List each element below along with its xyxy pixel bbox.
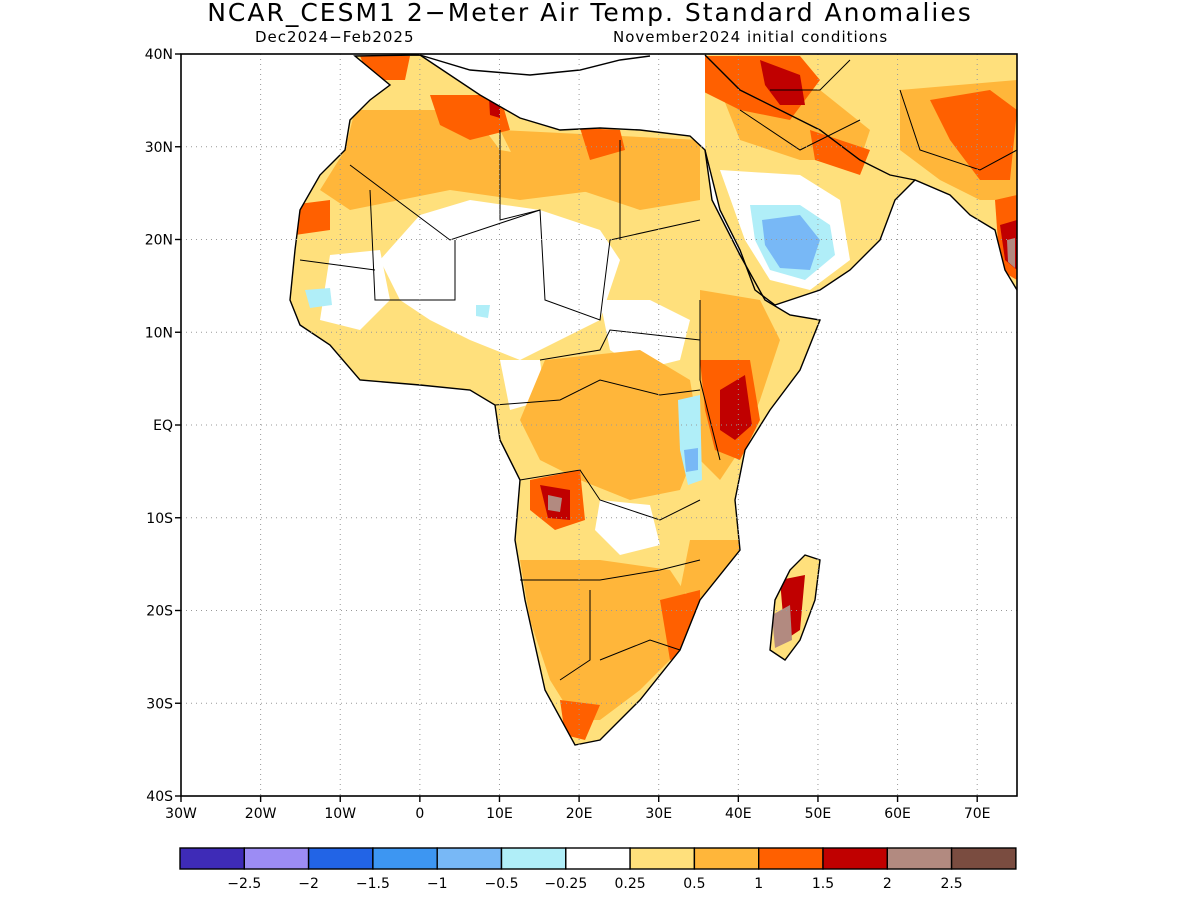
lon-tick-label: 20W <box>245 806 277 822</box>
colorbar-swatch <box>500 847 567 870</box>
lon-tick-label: 40E <box>725 806 752 822</box>
country-borders <box>299 59 1017 681</box>
colorbar-swatch <box>307 847 374 870</box>
longitude-labels: 30W 20W 10W 0 10E 20E 30E 40E 50E 60E 70E <box>165 796 991 822</box>
colorbar-swatch <box>179 847 246 870</box>
colorbar-swatch <box>758 847 824 870</box>
colorbar-label: 0.25 <box>615 876 646 892</box>
lat-tick-label: 20N <box>145 233 173 249</box>
lon-tick-label: 10E <box>486 806 513 822</box>
colorbar-label: −2.5 <box>227 876 261 892</box>
coastlines <box>289 54 1017 746</box>
lon-tick-label: 10W <box>324 806 356 822</box>
colorbar <box>179 847 1017 870</box>
colorbar-swatch <box>372 847 438 870</box>
forecast-period: Dec2024−Feb2025 <box>255 28 415 46</box>
lat-tick-label: 10S <box>146 511 173 527</box>
colorbar-label: 2 <box>883 876 892 892</box>
latitude-labels: 40N 30N 20N 10N EQ 10S 20S 30S 40S <box>145 47 181 805</box>
lat-tick-label: 10N <box>145 325 173 341</box>
lon-tick-label: 60E <box>884 806 911 822</box>
lat-tick-label: EQ <box>153 418 173 434</box>
colorbar-label: 1 <box>754 876 763 892</box>
colorbar-swatch <box>693 847 760 870</box>
lat-tick-label: 40S <box>146 789 173 805</box>
lat-tick-label: 40N <box>145 47 173 63</box>
lon-tick-label: 70E <box>964 806 991 822</box>
lat-tick-label: 30N <box>145 140 173 156</box>
colorbar-swatch <box>436 847 503 870</box>
colorbar-label: −2 <box>298 876 319 892</box>
colorbar-swatch <box>886 847 953 870</box>
colorbar-label: −0.5 <box>485 876 519 892</box>
colorbar-label: −1.5 <box>356 876 390 892</box>
lon-tick-label: 20E <box>566 806 593 822</box>
colorbar-swatch <box>822 847 889 870</box>
lat-tick-label: 30S <box>146 696 173 712</box>
colorbar-labels: −2.5 −2 −1.5 −1 −0.5 −0.25 0.25 0.5 1 1.5 2 2.5 <box>227 876 962 892</box>
initial-conditions: November2024 initial conditions <box>613 28 889 46</box>
colorbar-label: −0.25 <box>544 876 587 892</box>
lon-tick-label: 0 <box>415 806 424 822</box>
colorbar-swatch <box>565 847 631 870</box>
colorbar-label: 1.5 <box>812 876 834 892</box>
colorbar-swatch <box>950 847 1017 870</box>
grid-lines <box>181 54 1017 796</box>
lon-tick-label: 30E <box>645 806 672 822</box>
lat-tick-label: 20S <box>146 604 173 620</box>
colorbar-swatch <box>243 847 310 870</box>
lon-tick-label: 50E <box>805 806 832 822</box>
colorbar-swatch <box>629 847 696 870</box>
map-title: NCAR_CESM1 2−Meter Air Temp. Standard An… <box>207 0 973 27</box>
colorbar-label: 2.5 <box>940 876 962 892</box>
colorbar-label: −1 <box>427 876 448 892</box>
colorbar-label: 0.5 <box>683 876 705 892</box>
lon-tick-label: 30W <box>165 806 197 822</box>
